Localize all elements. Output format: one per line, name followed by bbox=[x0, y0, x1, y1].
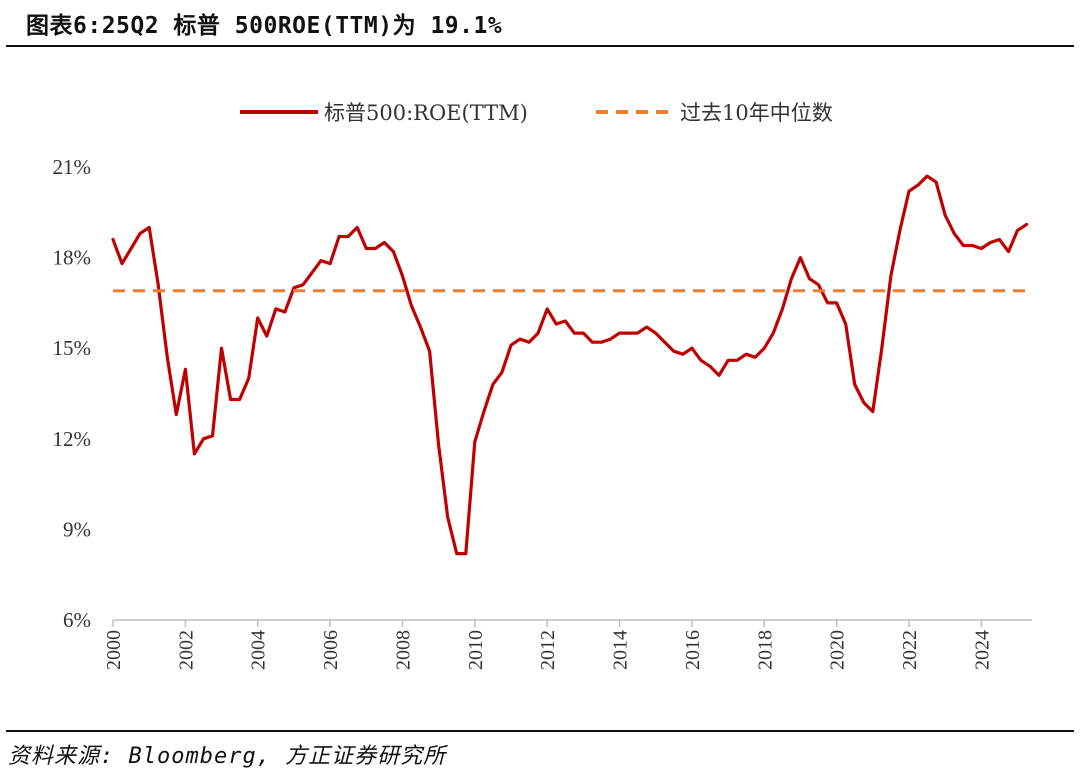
series-line-roe bbox=[111, 174, 1029, 556]
x-tick-label: 2018 bbox=[754, 630, 776, 670]
legend: 标普500:ROE(TTM) 过去10年中位数 bbox=[240, 101, 833, 125]
y-tick-label: 9% bbox=[63, 517, 91, 541]
figure-title: 图表6:25Q2 标普 500ROE(TTM)为 19.1% bbox=[26, 13, 503, 39]
legend-label-series: 标普500:ROE(TTM) bbox=[324, 101, 528, 125]
x-tick-label: 2000 bbox=[103, 630, 125, 670]
bottom-rule bbox=[6, 730, 1074, 732]
x-tick-label: 2006 bbox=[320, 630, 342, 670]
y-tick-label: 6% bbox=[63, 608, 91, 632]
x-tick-label: 2004 bbox=[248, 630, 270, 670]
y-tick-label: 15% bbox=[53, 336, 92, 360]
x-tick-label: 2010 bbox=[465, 630, 487, 670]
source-note: 资料来源: Bloomberg, 方正证券研究所 bbox=[8, 744, 447, 769]
x-tick-label: 2012 bbox=[537, 630, 559, 670]
x-tick-label: 2002 bbox=[175, 630, 197, 670]
x-tick-label: 2014 bbox=[610, 630, 632, 670]
x-tick-label: 2022 bbox=[899, 630, 921, 670]
plot-area bbox=[111, 174, 1032, 556]
y-tick-label: 12% bbox=[53, 427, 92, 451]
y-tick-label: 18% bbox=[53, 246, 92, 270]
top-rule bbox=[6, 45, 1074, 47]
legend-label-median: 过去10年中位数 bbox=[680, 101, 833, 125]
x-tick-label: 2008 bbox=[392, 630, 414, 670]
x-tick-label: 2024 bbox=[971, 630, 993, 670]
axes: 6% 9% 12% 15% 18% 21% 2000 2002 2004 2006 2008 2010… bbox=[53, 155, 1032, 670]
x-tick-label: 2016 bbox=[682, 630, 704, 670]
y-tick-label: 21% bbox=[53, 155, 92, 179]
x-tick-label: 2020 bbox=[827, 630, 849, 670]
